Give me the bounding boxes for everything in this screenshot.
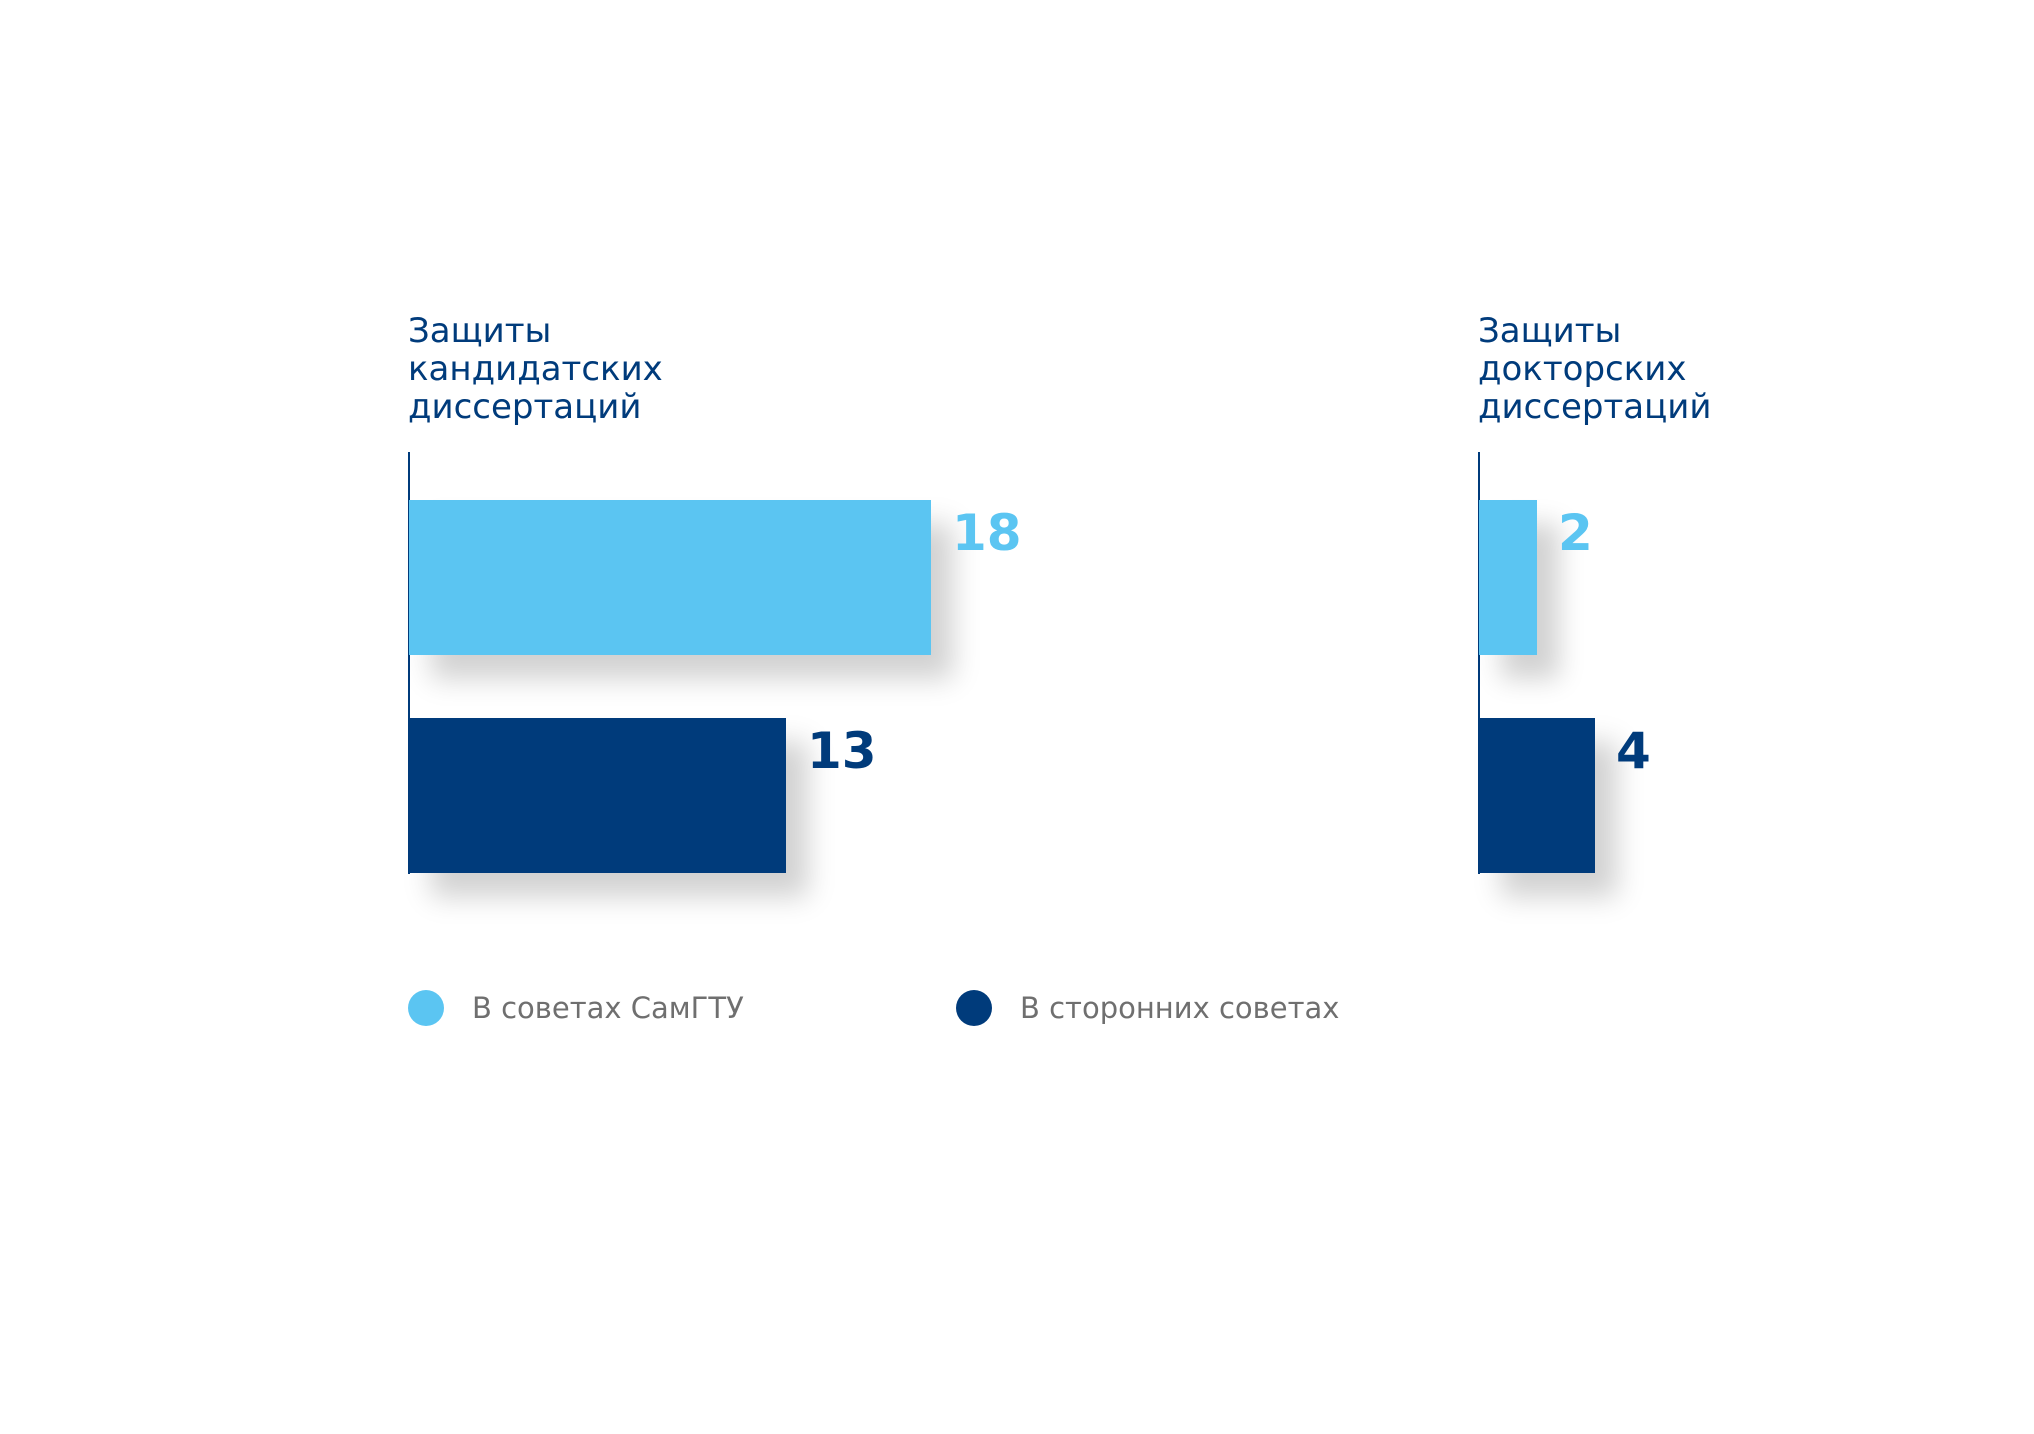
bar-value-label-external: 13 (807, 722, 877, 780)
bar-external (409, 718, 786, 873)
legend-label: В сторонних советах (1020, 991, 1340, 1025)
bar-value-label-samgtu: 18 (952, 504, 1022, 562)
bar-value-label-samgtu: 2 (1558, 504, 1593, 562)
legend-dot-icon (408, 990, 444, 1026)
bar-value-label-external: 4 (1616, 722, 1651, 780)
panel-title: Защиты докторских диссертаций (1478, 311, 1712, 427)
panel-title: Защиты кандидатских диссертаций (408, 311, 663, 427)
bar-samgtu (409, 500, 931, 655)
axis-line (408, 452, 410, 874)
axis-line (1478, 452, 1480, 874)
legend-label: В советах СамГТУ (472, 991, 744, 1025)
legend-dot-icon (956, 990, 992, 1026)
bar-samgtu (1479, 500, 1537, 655)
bar-external (1479, 718, 1595, 873)
